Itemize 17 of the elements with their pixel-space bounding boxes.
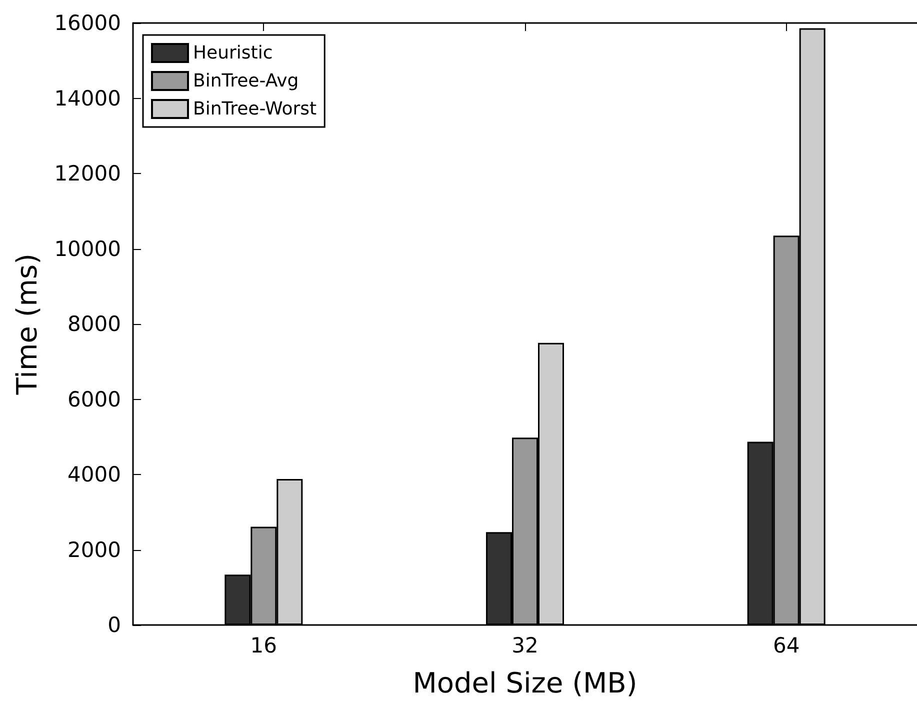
x-tick-label: 64 [772, 634, 800, 658]
y-tick-label: 6000 [68, 387, 121, 412]
x-tick-label: 16 [250, 634, 278, 658]
y-tick-label: 12000 [54, 162, 121, 186]
x-axis-title: Model Size (MB) [412, 666, 638, 700]
legend-label: BinTree-Worst [193, 98, 317, 120]
y-axis-title: Time (ms) [10, 253, 44, 396]
y-tick-label: 2000 [68, 538, 121, 562]
y-tick-label: 14000 [54, 86, 121, 110]
legend-label: BinTree-Avg [193, 70, 299, 92]
legend-label: Heuristic [193, 42, 273, 64]
y-tick-label: 0 [108, 613, 121, 637]
y-tick-label: 16000 [54, 11, 121, 35]
y-tick-label: 4000 [68, 462, 121, 486]
x-tick-label: 32 [512, 634, 538, 658]
y-tick-label: 10000 [54, 236, 121, 261]
y-tick-label: 8000 [68, 312, 121, 336]
